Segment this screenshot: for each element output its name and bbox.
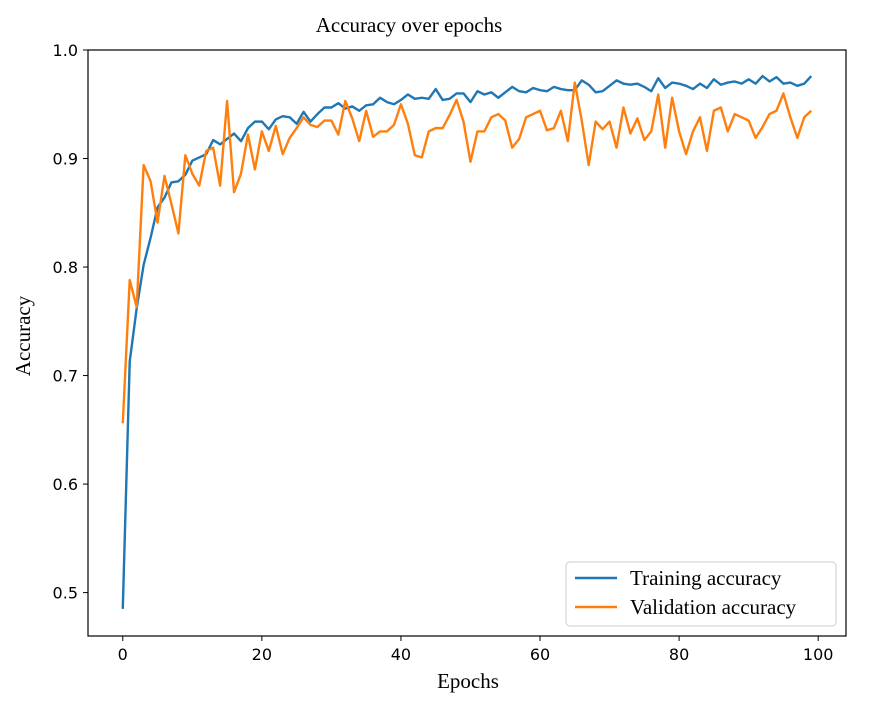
y-axis-label: Accuracy (11, 295, 35, 376)
x-tick-label: 20 (252, 645, 272, 664)
y-tick-label: 0.7 (53, 367, 78, 386)
legend-label: Validation accuracy (630, 595, 797, 619)
x-axis-label: Epochs (437, 669, 499, 693)
plot-area (87, 49, 847, 637)
series-line-validation (121, 81, 813, 424)
series-line-training (121, 74, 813, 609)
y-tick-label: 1.0 (53, 41, 78, 60)
x-tick-label: 60 (530, 645, 550, 664)
x-tick-label: 0 (118, 645, 128, 664)
x-tick-label: 100 (803, 645, 834, 664)
y-tick-label: 0.5 (53, 584, 78, 603)
x-tick-label: 80 (669, 645, 689, 664)
legend: Training accuracy Validation accuracy (565, 561, 837, 627)
x-tick-label: 40 (391, 645, 411, 664)
y-tick-label: 0.8 (53, 258, 78, 277)
legend-box (565, 561, 837, 627)
y-tick-label: 0.9 (53, 150, 78, 169)
y-tick-label: 0.6 (53, 475, 78, 494)
chart-title: Accuracy over epochs (316, 13, 503, 37)
y-axis-ticks: 0.5 0.6 0.7 0.8 0.9 1.0 (53, 41, 88, 603)
axes-frame (87, 49, 847, 637)
x-axis-ticks: 0 20 40 60 80 100 (118, 636, 834, 664)
legend-label: Training accuracy (630, 566, 782, 590)
